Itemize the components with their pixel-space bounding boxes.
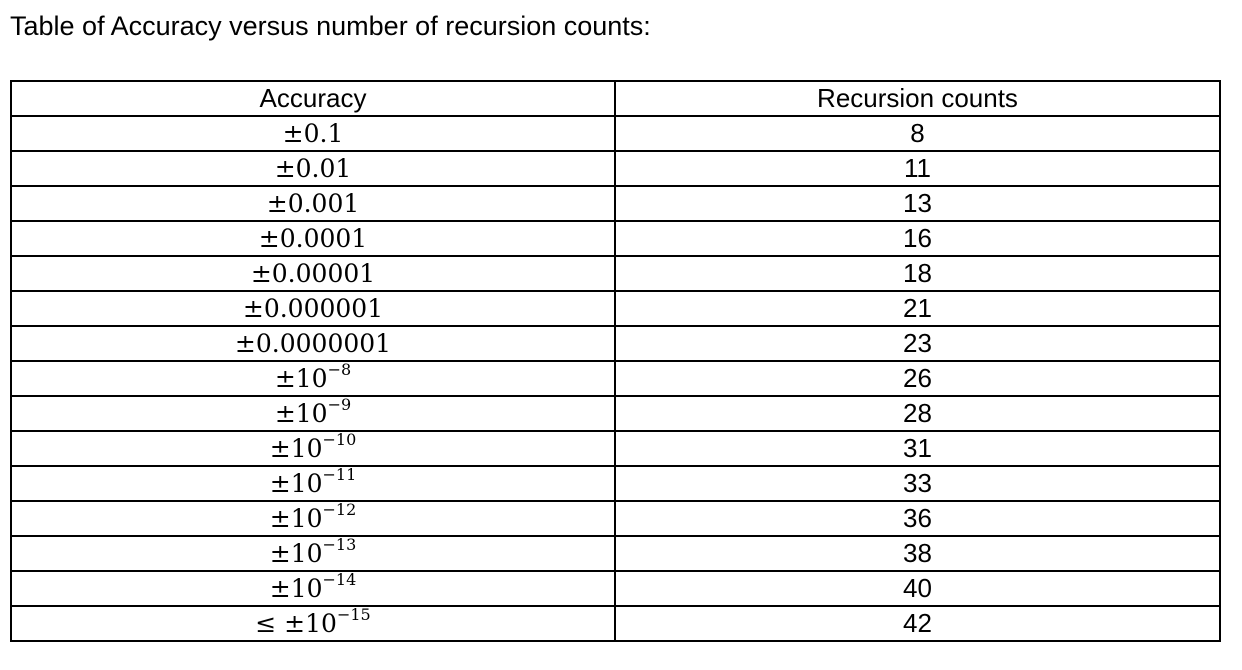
recursion-count-cell: 18: [614, 255, 1221, 292]
recursion-count-cell: 40: [614, 570, 1221, 607]
accuracy-value: 0.1: [303, 119, 344, 148]
accuracy-cell: ±10−13: [10, 534, 616, 572]
accuracy-value: 0.000001: [263, 294, 384, 323]
accuracy-prefix: ≤ ±: [255, 609, 306, 638]
accuracy-prefix: ±: [269, 574, 291, 603]
column-header-recursion-counts: Recursion counts: [614, 80, 1221, 117]
table-row: ±10−13 38: [10, 534, 1221, 572]
accuracy-value: 10: [290, 539, 323, 568]
table-row: ±10−8 26: [10, 359, 1221, 397]
accuracy-prefix: ±: [269, 539, 291, 568]
accuracy-exponent: −13: [322, 534, 357, 554]
table-row: ±0.000001 21: [10, 290, 1221, 327]
accuracy-cell: ±0.1: [10, 115, 616, 152]
accuracy-cell: ±0.001: [10, 185, 616, 222]
accuracy-exponent: −9: [327, 394, 352, 414]
accuracy-prefix: ±: [250, 259, 272, 288]
recursion-count-cell: 42: [614, 605, 1221, 642]
accuracy-value: 0.001: [287, 189, 360, 218]
table-row: ±0.1 8: [10, 115, 1221, 152]
accuracy-prefix: ±: [258, 224, 280, 253]
accuracy-cell: ±10−14: [10, 569, 616, 607]
recursion-count-cell: 26: [614, 360, 1221, 397]
accuracy-value: 0.0001: [279, 224, 368, 253]
recursion-count-cell: 11: [614, 150, 1221, 187]
accuracy-cell: ±10−9: [10, 394, 616, 432]
accuracy-prefix: ±: [282, 119, 304, 148]
accuracy-prefix: ±: [234, 329, 256, 358]
accuracy-prefix: ±: [269, 434, 291, 463]
table-header-row: Accuracy Recursion counts: [10, 80, 1221, 117]
accuracy-prefix: ±: [269, 469, 291, 498]
accuracy-cell: ±0.00001: [10, 255, 616, 292]
accuracy-value: 0.01: [295, 154, 352, 183]
recursion-count-cell: 31: [614, 430, 1221, 467]
accuracy-cell: ±0.0000001: [10, 325, 616, 362]
recursion-count-cell: 16: [614, 220, 1221, 257]
recursion-count-cell: 28: [614, 395, 1221, 432]
table-row: ±10−11 33: [10, 464, 1221, 502]
table-row: ±10−12 36: [10, 499, 1221, 537]
accuracy-prefix: ±: [269, 504, 291, 533]
accuracy-prefix: ±: [274, 399, 296, 428]
accuracy-recursion-table: Accuracy Recursion counts ±0.1 8 ±0.01 11 ±0…: [10, 80, 1221, 642]
table-row: ±0.00001 18: [10, 255, 1221, 292]
accuracy-value: 10: [290, 574, 323, 603]
table-row: ±10−10 31: [10, 429, 1221, 467]
accuracy-value: 10: [290, 434, 323, 463]
column-header-accuracy: Accuracy: [10, 80, 616, 117]
accuracy-cell: ±0.01: [10, 150, 616, 187]
accuracy-prefix: ±: [266, 189, 288, 218]
recursion-count-cell: 38: [614, 535, 1221, 572]
recursion-count-cell: 8: [614, 115, 1221, 152]
accuracy-cell: ±10−8: [10, 359, 616, 397]
accuracy-cell: ≤ ±10−15: [10, 604, 616, 642]
accuracy-value: 10: [295, 399, 328, 428]
accuracy-cell: ±10−12: [10, 499, 616, 537]
table-row: ±0.01 11: [10, 150, 1221, 187]
table-row: ±0.0001 16: [10, 220, 1221, 257]
accuracy-value: 10: [295, 364, 328, 393]
accuracy-cell: ±0.0001: [10, 220, 616, 257]
accuracy-exponent: −8: [327, 359, 352, 379]
table-row: ±0.001 13: [10, 185, 1221, 222]
table-row: ±0.0000001 23: [10, 325, 1221, 362]
table-body: ±0.1 8 ±0.01 11 ±0.001 13 ±0.0001 16 ±0.00001 18 ±…: [10, 115, 1221, 642]
accuracy-exponent: −11: [322, 464, 357, 484]
page-title: Table of Accuracy versus number of recur…: [10, 11, 651, 41]
table-row: ±10−9 28: [10, 394, 1221, 432]
accuracy-value: 10: [290, 469, 323, 498]
recursion-count-cell: 21: [614, 290, 1221, 327]
accuracy-exponent: −15: [336, 604, 371, 624]
accuracy-cell: ±10−10: [10, 429, 616, 467]
table-row: ≤ ±10−15 42: [10, 604, 1221, 642]
accuracy-value: 0.0000001: [255, 329, 392, 358]
recursion-count-cell: 33: [614, 465, 1221, 502]
recursion-count-cell: 13: [614, 185, 1221, 222]
recursion-count-cell: 36: [614, 500, 1221, 537]
accuracy-value: 10: [290, 504, 323, 533]
accuracy-exponent: −14: [322, 569, 357, 589]
accuracy-cell: ±10−11: [10, 464, 616, 502]
table-row: ±10−14 40: [10, 569, 1221, 607]
accuracy-exponent: −12: [322, 499, 357, 519]
accuracy-prefix: ±: [274, 154, 296, 183]
accuracy-cell: ±0.000001: [10, 290, 616, 327]
accuracy-value: 0.00001: [271, 259, 376, 288]
accuracy-prefix: ±: [274, 364, 296, 393]
recursion-count-cell: 23: [614, 325, 1221, 362]
accuracy-exponent: −10: [322, 429, 357, 449]
accuracy-prefix: ±: [242, 294, 264, 323]
accuracy-value: 10: [305, 609, 337, 638]
